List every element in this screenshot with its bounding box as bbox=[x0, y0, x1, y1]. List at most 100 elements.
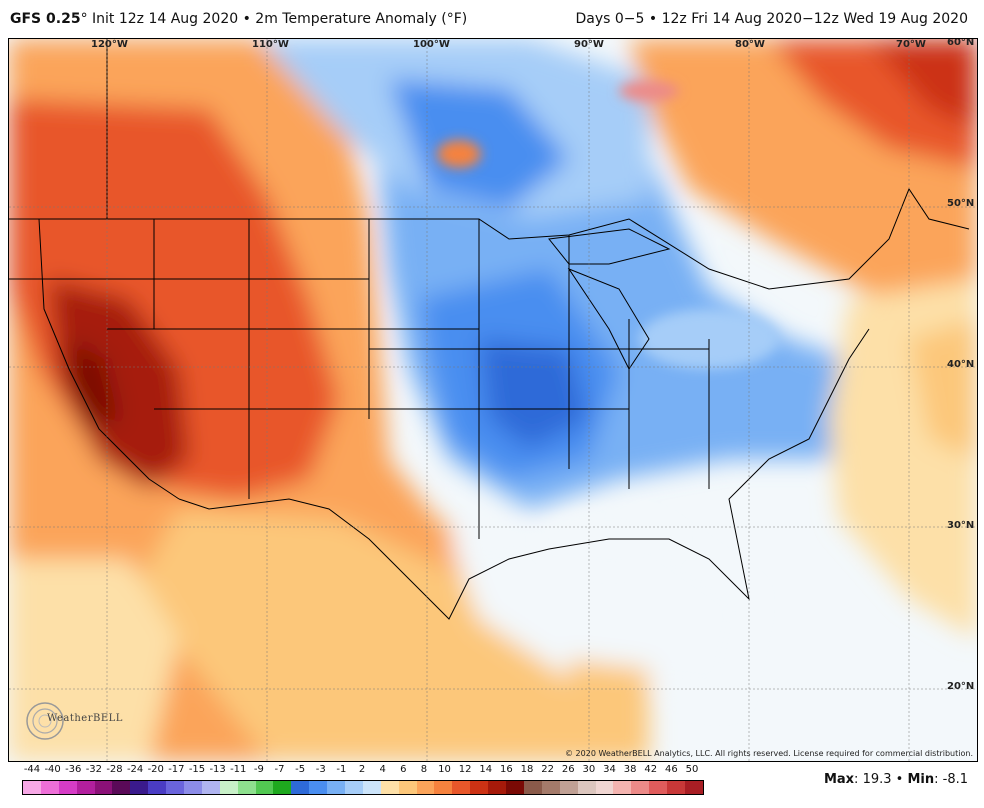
region-central-valley-extreme bbox=[69, 339, 119, 429]
legend-swatch bbox=[309, 781, 328, 794]
region-gulf-neutral bbox=[449, 529, 749, 699]
legend-swatch bbox=[237, 781, 256, 794]
legend-tick-label: -5 bbox=[295, 764, 306, 775]
legend-tick-label: -44 bbox=[23, 764, 41, 775]
legend-swatch bbox=[255, 781, 274, 794]
model-name: GFS 0.25 bbox=[10, 11, 81, 27]
latitude-label: 50°N bbox=[947, 198, 975, 209]
legend-tick-label: 50 bbox=[685, 764, 699, 775]
region-manitoba-cool bbox=[389, 79, 569, 209]
legend-tick-label: 30 bbox=[582, 764, 596, 775]
longitude-label: 100°W bbox=[413, 39, 450, 50]
legend-swatch bbox=[398, 781, 417, 794]
max-colon: : bbox=[854, 772, 863, 787]
legend-tick-label: 10 bbox=[438, 764, 451, 775]
legend-swatch bbox=[166, 781, 185, 794]
logo-text: WeatherBELL bbox=[47, 713, 123, 724]
legend-swatch bbox=[684, 781, 703, 794]
boundaries bbox=[9, 39, 970, 620]
graticule bbox=[9, 39, 977, 761]
legend-swatch bbox=[380, 781, 399, 794]
map-title: GFS 0.25° Init 12z 14 Aug 2020 • 2m Temp… bbox=[10, 11, 467, 27]
legend-swatch bbox=[541, 781, 560, 794]
legend-swatch bbox=[40, 781, 59, 794]
legend-swatch bbox=[470, 781, 489, 794]
legend-tick-label: 14 bbox=[479, 764, 493, 775]
legend-swatch bbox=[452, 781, 471, 794]
legend-swatch bbox=[559, 781, 578, 794]
latitude-label: 60°N bbox=[947, 38, 975, 48]
legend-swatch bbox=[291, 781, 310, 794]
legend-swatch bbox=[130, 781, 149, 794]
legend-swatch bbox=[345, 781, 363, 794]
legend-swatch bbox=[595, 781, 614, 794]
legend-tick-label: 22 bbox=[541, 764, 554, 775]
legend-color-bar bbox=[22, 780, 704, 795]
region-core-cool bbox=[479, 339, 589, 449]
stats-separator: • bbox=[891, 772, 908, 787]
legend-swatch bbox=[523, 781, 542, 794]
legend-swatch bbox=[94, 781, 113, 794]
legend-tick-label: 6 bbox=[400, 764, 407, 775]
longitude-label: 70°W bbox=[896, 39, 926, 50]
southern-coast bbox=[178, 328, 870, 620]
legend-swatch bbox=[201, 781, 220, 794]
meridians bbox=[106, 39, 910, 761]
legend-labels: -44 -40 -36 -32 -28 -24 -20 -17 -15 -13 -11 -9 -7 -5-… bbox=[22, 764, 702, 778]
anomaly-map: 120°W 110°W 100°W 90°W 80°W 70°W 60°N 50°N 40°N… bbox=[8, 38, 978, 762]
longitude-label: 80°W bbox=[735, 39, 765, 50]
longitude-label: 120°W bbox=[91, 39, 128, 50]
title-description: Init 12z 14 Aug 2020 • 2m Temperature An… bbox=[87, 11, 468, 27]
pacific-coast bbox=[38, 218, 180, 500]
legend-tick-label: -40 bbox=[44, 764, 61, 775]
copyright-notice: © 2020 WeatherBELL Analytics, LLC. All r… bbox=[565, 749, 973, 758]
region-labrador-hot bbox=[869, 39, 977, 129]
legend-tick-label: 12 bbox=[458, 764, 472, 775]
legend-tick-label: -13 bbox=[209, 764, 226, 775]
max-label: Max bbox=[823, 772, 855, 787]
legend-tick-label: -28 bbox=[106, 764, 123, 775]
legend-swatch bbox=[649, 781, 668, 794]
latitude-label: 20°N bbox=[947, 681, 975, 692]
region-hudson-warm bbox=[619, 81, 679, 101]
region-warm-spot bbox=[437, 140, 481, 168]
lake-superior bbox=[548, 228, 671, 265]
map-canvas bbox=[9, 39, 977, 761]
legend-swatch bbox=[219, 781, 238, 794]
legend-tick-label: 8 bbox=[420, 764, 428, 775]
forecast-period: Days 0−5 • 12z Fri 14 Aug 2020−12z Wed 1… bbox=[575, 11, 968, 27]
legend-tick-label: -20 bbox=[147, 764, 164, 775]
legend-tick-label: -11 bbox=[230, 764, 247, 775]
legend-swatch bbox=[613, 781, 632, 794]
legend-swatch bbox=[362, 781, 381, 794]
legend-tick-label: 4 bbox=[379, 764, 386, 775]
legend-swatch bbox=[667, 781, 685, 794]
longitude-label: 110°W bbox=[252, 39, 289, 50]
legend-tick-label: -36 bbox=[65, 764, 82, 775]
legend-tick-label: 46 bbox=[665, 764, 678, 775]
map-header: GFS 0.25° Init 12z 14 Aug 2020 • 2m Temp… bbox=[0, 0, 984, 38]
legend-tick-label: 16 bbox=[500, 764, 513, 775]
legend-tick-label: -1 bbox=[336, 764, 347, 775]
longitude-label: 90°W bbox=[574, 39, 604, 50]
region-california-hot bbox=[49, 279, 189, 489]
legend-swatch bbox=[506, 781, 524, 794]
legend-tick-label: -3 bbox=[315, 764, 326, 775]
legend-swatch bbox=[148, 781, 167, 794]
legend-tick-label: -32 bbox=[85, 764, 103, 775]
legend-swatch bbox=[23, 781, 41, 794]
legend-tick-label: -7 bbox=[274, 764, 285, 775]
legend-tick-label: 34 bbox=[603, 764, 616, 775]
legend-tick-label: -15 bbox=[188, 764, 206, 775]
weatherbell-swirl-logo: WeatherBELL bbox=[23, 699, 122, 743]
parallels bbox=[9, 206, 977, 690]
legend-tick-label: -17 bbox=[168, 764, 185, 775]
legend-swatch bbox=[577, 781, 596, 794]
legend-swatch bbox=[58, 781, 77, 794]
latitude-state-lines bbox=[9, 278, 709, 410]
region-atlantic-warm-core bbox=[909, 319, 977, 459]
legend-tick-label: 26 bbox=[561, 764, 575, 775]
us-canada-border bbox=[9, 187, 970, 290]
region-yucatan-warm bbox=[569, 659, 649, 761]
legend-swatch bbox=[184, 781, 202, 794]
